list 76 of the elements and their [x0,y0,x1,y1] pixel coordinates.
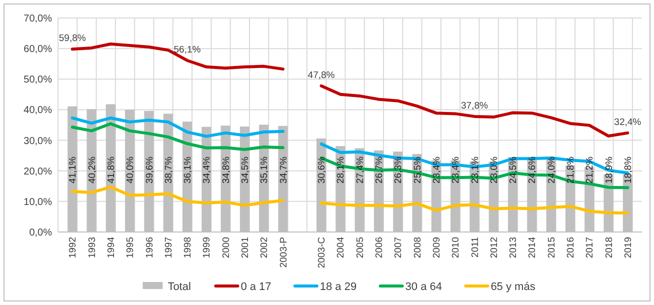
data-label: 35,1% [259,156,270,184]
data-label: 34,7% [278,156,290,184]
y-tick-label: 60,0% [24,44,52,56]
x-tick-label: 1994 [106,237,117,258]
data-label: 28,1% [336,156,347,184]
x-tick-label: 2017 [584,237,596,258]
legend-label: 0 a 17 [240,280,272,293]
data-label: 18,9% [604,156,615,184]
y-tick-label: 30,0% [24,136,52,147]
x-tick-label: 2007 [393,237,404,258]
data-label: 56,1% [174,44,202,56]
data-label: 40,0% [125,156,136,184]
data-label: 34,4% [202,156,213,184]
data-label: 27,4% [354,156,366,184]
data-label: 23,1% [470,156,481,184]
y-tick-label: 10,0% [24,196,52,208]
data-label: 34,8% [220,156,232,184]
x-tick-label: 2013 [508,237,520,258]
x-tick-label: 2005 [354,237,366,258]
x-tick-label: 2019 [622,237,634,258]
x-tick-label: 2012 [488,237,500,258]
x-tick-label: 1992 [68,237,79,258]
x-tick-label: 2015 [546,237,558,258]
data-label: 24,5% [508,156,520,184]
y-tick-label: 0,0% [29,228,52,238]
y-tick-label: 40,0% [24,105,52,116]
x-tick-label: 2018 [604,237,615,258]
y-tick-label: 20,0% [24,166,52,178]
data-label: 32,4% [614,116,642,128]
data-label: 18,8% [622,156,634,184]
x-tick-label: 2006 [374,237,386,258]
data-label: 24,6% [527,156,538,184]
data-label: 30,6% [316,156,328,184]
data-label: 25,5% [412,156,424,184]
legend-label: Total [168,280,191,293]
data-label: 40,2% [86,156,98,184]
x-tick-label: 1993 [86,237,98,258]
data-label: 38,7% [163,156,174,184]
x-tick-label: 1996 [144,237,156,258]
x-tick-label: 2003-P [278,237,290,268]
legend-label: 18 a 29 [320,280,357,293]
x-tick-label: 2002 [259,237,270,258]
x-tick-label: 2003-C [316,236,328,268]
x-tick-label: 2011 [470,237,481,258]
data-label: 24,0% [546,156,558,184]
data-label: 21,8% [566,156,577,184]
data-label: 41,8% [106,156,117,184]
data-label: 26,7% [374,156,386,184]
data-label: 21,2% [584,156,596,184]
data-label: 47,8% [308,70,336,81]
data-label: 23,4% [450,156,462,184]
data-label: 23,4% [431,156,442,184]
x-tick-label: 2016 [566,237,577,258]
legend-label: 65 y más [490,280,536,293]
x-tick-label: 2001 [240,237,252,258]
x-tick-label: 1995 [125,237,136,258]
x-tick-label: 2000 [220,237,232,258]
y-tick-label: 70,0% [24,14,52,24]
legend-label: 30 a 64 [405,280,442,293]
x-tick-label: 1998 [182,237,194,258]
data-label: 59,8% [58,33,86,44]
data-label: 37,8% [460,100,488,112]
x-tick-label: 1997 [163,237,174,258]
data-label: 39,6% [144,156,156,184]
data-label: 41,1% [68,156,79,184]
y-tick-label: 50,0% [24,74,52,86]
x-tick-label: 2004 [336,237,347,258]
data-label: 23,0% [488,156,500,184]
data-label: 34,5% [240,156,252,184]
x-tick-label: 2010 [450,237,462,258]
x-tick-label: 1999 [202,237,213,258]
data-label: 36,1% [182,156,194,184]
x-tick-label: 2009 [431,237,442,258]
x-tick-label: 2008 [412,237,424,258]
data-label: 26,3% [393,156,404,184]
x-tick-label: 2014 [527,237,538,258]
